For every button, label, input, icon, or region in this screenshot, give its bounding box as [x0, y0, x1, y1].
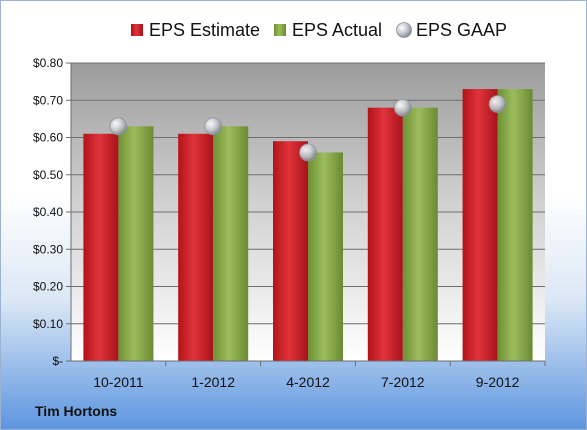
x-tick-label: 10-2011	[93, 374, 144, 390]
marker-eps-gaap	[299, 143, 317, 162]
legend-label: EPS GAAP	[416, 20, 507, 40]
x-tick-label: 1-2012	[191, 374, 235, 390]
company-label: Tim Hortons	[35, 403, 118, 419]
y-tick-label: $0.80	[33, 56, 63, 70]
marker-eps-gaap	[488, 95, 507, 113]
marker-eps-gaap	[393, 98, 412, 117]
y-tick-label: $0.20	[33, 280, 63, 294]
marker-eps-gaap	[109, 117, 128, 136]
y-tick-label: $0.10	[33, 317, 63, 331]
x-tick-label: 7-2012	[381, 374, 425, 390]
legend-label: EPS Estimate	[149, 20, 260, 40]
bar-eps-actual	[118, 126, 154, 361]
y-tick-label: $0.50	[33, 168, 63, 182]
legend-swatch	[274, 24, 286, 36]
legend-swatch	[396, 22, 412, 38]
bar-eps-estimate	[462, 89, 498, 361]
x-tick-label: 4-2012	[286, 374, 330, 390]
bar-eps-actual	[308, 152, 343, 361]
bar-eps-estimate	[367, 107, 403, 361]
bar-eps-actual	[213, 126, 249, 361]
marker-eps-gaap	[204, 117, 223, 136]
bar-eps-estimate	[83, 133, 119, 361]
bar-eps-actual	[402, 107, 438, 361]
bar-eps-actual	[497, 89, 533, 361]
y-tick-label: $0.60	[33, 131, 63, 145]
legend-swatch	[131, 24, 143, 36]
bar-eps-estimate	[273, 141, 308, 361]
y-tick-label: $0.70	[33, 93, 63, 107]
legend-label: EPS Actual	[292, 20, 382, 40]
bar-eps-estimate	[178, 133, 214, 361]
x-tick-label: 9-2012	[476, 374, 520, 390]
y-tick-label: $0.40	[33, 205, 63, 219]
y-tick-label: $0.30	[33, 242, 63, 256]
y-tick-label: $-	[52, 354, 63, 368]
